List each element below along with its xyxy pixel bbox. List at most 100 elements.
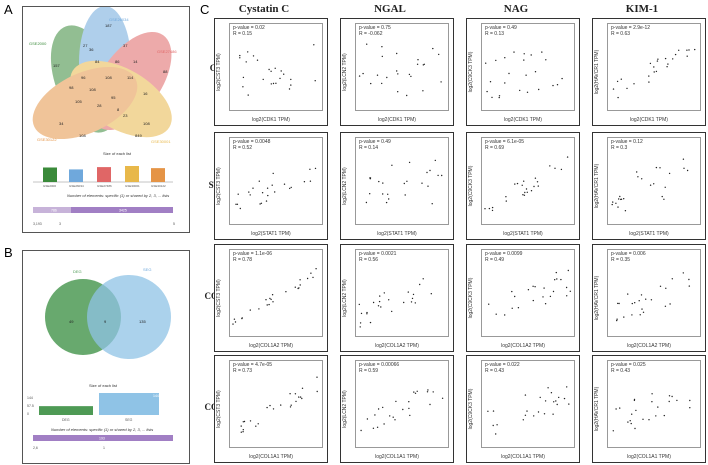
data-point (524, 394, 527, 396)
data-point (683, 167, 685, 169)
data-point (303, 181, 306, 183)
data-point (275, 82, 277, 84)
data-point (504, 57, 506, 59)
data-point (488, 303, 490, 305)
data-point (270, 70, 272, 72)
data-point (406, 94, 408, 97)
plot-area (229, 23, 323, 111)
data-point (407, 291, 409, 293)
data-point (661, 195, 663, 198)
two-set-venn: DEG SEG 49 9 135 Size of each list 144 5… (27, 267, 173, 450)
data-point (408, 161, 411, 164)
venn5-bar-label: GSE27486 (97, 184, 112, 188)
data-point (408, 401, 410, 403)
correlation-stats: p-value = 6.1e-05 R = 0.69 (485, 139, 524, 151)
data-point (382, 406, 384, 409)
data-point (434, 159, 436, 162)
data-point (492, 424, 494, 427)
x-axis-label: log2(COL1A1 TPM) (501, 454, 545, 460)
column-header-cystatin-c: Cystatin C (238, 3, 290, 15)
data-point (395, 400, 397, 403)
data-point (388, 299, 390, 301)
plot-area (481, 360, 575, 448)
r-value: R = 0.49 (485, 257, 505, 263)
data-point (617, 206, 619, 208)
data-point (533, 185, 535, 188)
data-point (252, 187, 254, 189)
data-point (237, 193, 239, 195)
data-point (386, 76, 388, 79)
data-point (309, 168, 311, 170)
data-point (498, 96, 500, 99)
x-axis-label: log2(STAT1 TPM) (377, 231, 417, 237)
data-point (626, 87, 628, 90)
data-point (544, 400, 547, 402)
data-point (688, 285, 690, 287)
data-point (372, 427, 375, 429)
data-point (359, 326, 361, 328)
scatter-points (488, 269, 571, 316)
correlation-stats: p-value = 0.022 R = 0.43 (485, 362, 520, 374)
correlation-stats: p-value = 0.0021 R = 0.56 (359, 251, 396, 263)
data-point (492, 410, 495, 412)
data-point (523, 53, 525, 55)
data-point (290, 404, 292, 406)
venn2-right-only: 135 (139, 319, 146, 324)
venn5-bar-label: GSE2000 (43, 184, 56, 188)
data-point (689, 399, 691, 402)
data-point (659, 167, 661, 169)
data-point (315, 268, 317, 270)
venn5-region-count: 84 (95, 59, 100, 64)
data-point (566, 156, 569, 158)
data-point (272, 172, 274, 175)
p-value: p-value = 2.9e-12 (611, 25, 651, 31)
data-point (427, 185, 429, 187)
data-point (383, 292, 385, 294)
x-axis-label: log2(COL1A2 TPM) (375, 343, 419, 349)
plot-area (481, 137, 575, 225)
plot-area (607, 360, 701, 448)
p-value: p-value = 0.00066 (359, 362, 400, 368)
data-point (491, 96, 493, 99)
data-point (242, 429, 244, 431)
venn5-set-5 (32, 66, 138, 140)
data-point (381, 82, 383, 85)
data-point (403, 182, 405, 185)
data-point (663, 198, 665, 200)
data-point (234, 321, 237, 323)
scatter-plot: p-value = 0.02 R = 0.15 log2(CDK1 TPM) log2… (214, 18, 328, 126)
venn2-axis-label-2: 1 (103, 446, 105, 450)
r-value: R = 0.43 (485, 368, 505, 374)
data-point (360, 312, 363, 315)
data-point (511, 307, 513, 309)
plot-area (607, 23, 701, 111)
data-point (411, 297, 414, 300)
data-point (285, 291, 287, 293)
venn5-region-count: 27 (83, 43, 88, 48)
data-point (555, 400, 557, 402)
data-point (271, 294, 274, 296)
data-point (369, 193, 371, 195)
x-axis-label: log2(CDK1 TPM) (378, 117, 416, 123)
r-value: R = 0.52 (233, 145, 253, 151)
data-point (672, 58, 674, 60)
data-point (495, 59, 497, 62)
plot-area (229, 360, 323, 448)
data-point (556, 278, 558, 280)
data-point (537, 411, 540, 413)
data-point (650, 299, 653, 301)
data-point (413, 391, 415, 393)
data-point (241, 317, 243, 320)
data-point (633, 398, 636, 401)
data-point (243, 420, 246, 423)
data-point (271, 184, 273, 186)
data-point (379, 295, 381, 297)
data-point (235, 203, 237, 205)
data-point (240, 431, 242, 433)
data-point (249, 420, 252, 422)
data-point (270, 83, 272, 85)
data-point (627, 293, 629, 295)
r-value: R = 0.73 (233, 368, 253, 374)
data-point (636, 171, 638, 173)
data-point (417, 59, 419, 61)
